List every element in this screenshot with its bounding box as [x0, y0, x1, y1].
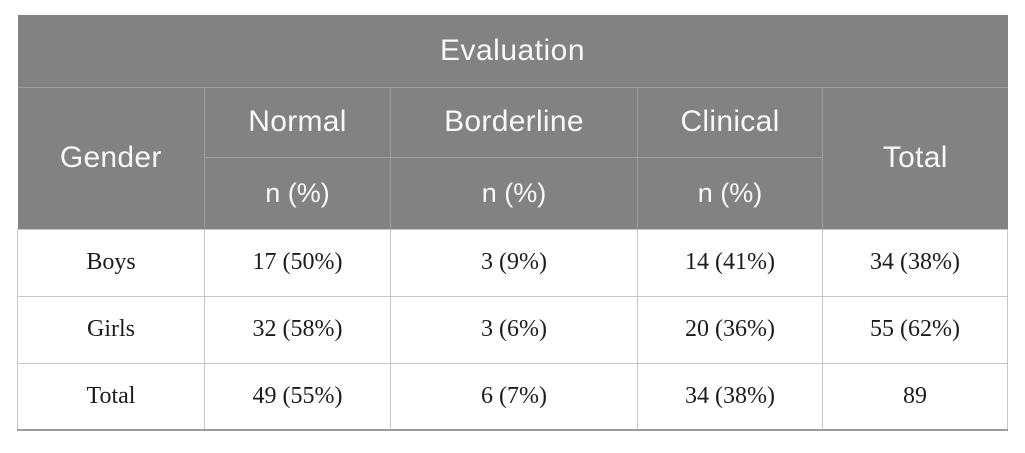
col-header-borderline: Borderline — [390, 87, 638, 158]
unit-header-row: n (%) n (%) n (%) — [18, 157, 1008, 229]
subheader-normal-n-pct: n (%) — [204, 157, 391, 229]
subheader-borderline-n-pct: n (%) — [390, 157, 638, 229]
col-header-normal: Normal — [204, 87, 391, 158]
cell-boys-normal: 17 (50%) — [204, 228, 391, 297]
cell-girls-clinical: 20 (36%) — [637, 295, 823, 364]
table-row-total: Total 49 (55%) 6 (7%) 34 (38%) 89 — [17, 362, 1009, 431]
row-label-boys: Boys — [17, 228, 205, 297]
row-label-total: Total — [17, 362, 205, 431]
cell-total-clinical: 34 (38%) — [637, 362, 823, 431]
table-row-boys: Boys 17 (50%) 3 (9%) 14 (41%) 34 (38%) — [17, 228, 1009, 297]
subheader-clinical-n-pct: n (%) — [637, 157, 823, 229]
row-label-girls: Girls — [17, 295, 205, 364]
cell-girls-normal: 32 (58%) — [204, 295, 391, 364]
table-title: Evaluation — [17, 15, 1008, 88]
col-header-clinical: Clinical — [637, 87, 823, 158]
cell-total-grand: 89 — [821, 362, 1009, 431]
cell-total-borderline: 6 (7%) — [390, 362, 638, 431]
col-header-gender: Gender — [17, 87, 205, 229]
cell-boys-borderline: 3 (9%) — [390, 228, 638, 297]
evaluation-table: Evaluation Gender Normal Borderline Clin… — [17, 15, 1009, 431]
table-body: Boys 17 (50%) 3 (9%) 14 (41%) 34 (38%) G… — [17, 228, 1009, 431]
col-header-total: Total — [822, 87, 1008, 229]
evaluation-table-figure: Evaluation Gender Normal Borderline Clin… — [17, 15, 1009, 431]
cell-girls-borderline: 3 (6%) — [390, 295, 638, 364]
title-row: Evaluation — [17, 15, 1008, 88]
cell-total-normal: 49 (55%) — [204, 362, 391, 431]
cell-boys-total: 34 (38%) — [821, 228, 1009, 297]
category-header-row: Gender Normal Borderline Clinical Total — [17, 87, 1008, 229]
cell-boys-clinical: 14 (41%) — [637, 228, 823, 297]
table-row-girls: Girls 32 (58%) 3 (6%) 20 (36%) 55 (62%) — [17, 295, 1009, 364]
cell-girls-total: 55 (62%) — [821, 295, 1009, 364]
table-header: Evaluation Gender Normal Borderline Clin… — [17, 15, 1008, 229]
